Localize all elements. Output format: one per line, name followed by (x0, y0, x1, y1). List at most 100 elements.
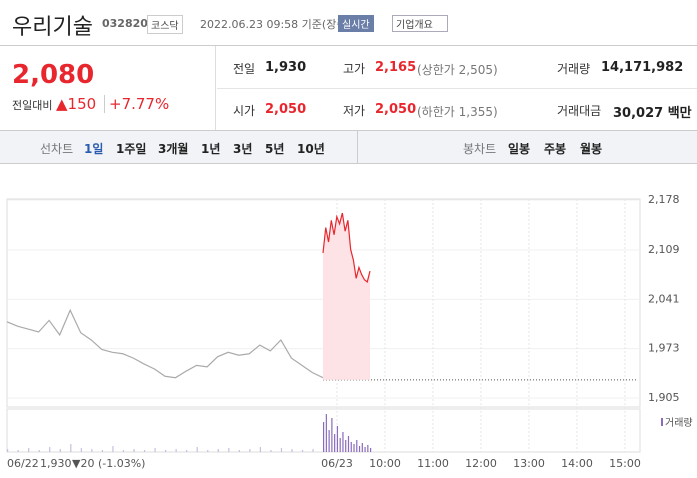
period-tab[interactable]: 3년 (233, 142, 253, 156)
divider (0, 45, 697, 46)
volume-bar (122, 450, 125, 452)
tab-label: 봉차트 (463, 142, 497, 156)
volume-bar (38, 450, 40, 452)
quote-value: 2,050 (375, 102, 417, 117)
y-tick-label: 1,973 (648, 342, 680, 355)
quote-label: 고가 (343, 62, 366, 76)
tab-label: 선차트 (40, 142, 74, 156)
price-line (6, 308, 324, 379)
y-tick-label: 2,178 (648, 193, 680, 206)
market-badge: 코스닥 (147, 15, 183, 34)
divider (215, 46, 216, 130)
volume-bar (361, 443, 363, 452)
x-tick-label: 10:00 (369, 457, 401, 470)
area (323, 213, 370, 380)
quote-label: 저가 (343, 104, 366, 118)
volume-bar (196, 447, 198, 452)
period-tab[interactable]: 1주일 (116, 142, 147, 156)
base-change: ▼20 (-1.03%) (72, 457, 145, 470)
y-tick-label: 1,905 (648, 391, 680, 404)
x-tick-label: 11:00 (417, 457, 449, 470)
volume-bar (217, 449, 219, 452)
realtime-button[interactable]: 실시간 (338, 15, 374, 32)
volume-bar (143, 450, 146, 452)
volume-bar (323, 422, 325, 452)
plot-frame (6, 198, 641, 408)
volume-bar (133, 449, 135, 452)
company-dropdown[interactable]: 기업개요 (392, 15, 448, 32)
period-tab[interactable]: 5년 (265, 142, 285, 156)
period-tab[interactable]: 3개월 (158, 142, 189, 156)
volume-bar (364, 447, 366, 452)
divider (217, 88, 697, 89)
x-tick-label: 12:00 (465, 457, 497, 470)
volume-bar (91, 449, 93, 452)
tab-bar (0, 130, 697, 164)
y-tick-label: 2,109 (648, 243, 680, 256)
y-tick-label: 2,041 (648, 292, 680, 305)
volume-bar (291, 449, 293, 452)
stock-code: 032820 (102, 17, 148, 30)
candle-tab[interactable]: 주봉 (544, 142, 567, 156)
quote-limit: (상한가 2,505) (417, 63, 498, 77)
volume-bar (17, 450, 19, 452)
volume-bar (112, 446, 114, 452)
quote-label: 거래대금 (557, 104, 602, 118)
x-tick-label: 14:00 (561, 457, 593, 470)
timestamp: 2022.06.23 09:58 기준(장중) (200, 18, 351, 31)
volume-bar (342, 432, 344, 452)
volume-bar (175, 449, 177, 452)
volume-bar (328, 430, 330, 452)
volume-bar (367, 445, 369, 452)
quote-value: 1,930 (265, 60, 307, 75)
volume-bar (270, 450, 272, 452)
volume-bar (228, 448, 230, 452)
price: 2,080 (12, 60, 95, 90)
volume-bar (80, 448, 82, 452)
volume-bar (353, 444, 355, 452)
price-line (322, 212, 371, 283)
volume-bar (312, 449, 314, 452)
volume-bar (345, 440, 347, 452)
volume-bar (259, 447, 261, 452)
divider (357, 131, 358, 163)
volume-bar (249, 449, 251, 452)
volume-legend: 거래량 (665, 417, 693, 429)
candle-tab[interactable]: 일봉 (508, 142, 531, 156)
quote-label: 시가 (233, 104, 256, 118)
volume-bar (28, 448, 30, 452)
volume-bar (101, 450, 103, 452)
period-tab[interactable]: 1일 (84, 142, 104, 156)
volume-bar (7, 449, 9, 452)
quote-label: 거래량 (557, 62, 591, 76)
quote-value: 30,027 백만 (613, 106, 692, 121)
volume-bar (325, 414, 327, 452)
quote-value: 2,165 (375, 60, 417, 75)
volume-bar (339, 438, 341, 452)
x-tick-label: 06/23 (321, 457, 353, 470)
volume-bar (347, 436, 350, 452)
volume-bar (154, 448, 156, 452)
base-price: 1,930 (40, 457, 72, 470)
volume-bar (186, 450, 188, 452)
volume-bar (356, 440, 358, 452)
quote-label: 전일 (233, 62, 256, 76)
volume-bar (70, 444, 72, 452)
x-tick-label: 15:00 (609, 457, 641, 470)
volume-bar (49, 447, 51, 452)
volume-bar (165, 450, 167, 452)
prev-date: 06/22 (7, 457, 39, 470)
period-tab[interactable]: 10년 (297, 142, 325, 156)
quote-limit: (하한가 1,355) (417, 105, 498, 119)
volume-legend-mark (661, 418, 663, 426)
change: ▲150 (56, 95, 97, 113)
candle-tab[interactable]: 월봉 (580, 142, 603, 156)
stock-name: 우리기술 (12, 15, 93, 40)
volume-bar (59, 449, 61, 452)
period-tab[interactable]: 1년 (201, 142, 221, 156)
volume-bar (370, 448, 372, 452)
volume-bar (280, 448, 283, 452)
volume-bar (331, 418, 333, 452)
